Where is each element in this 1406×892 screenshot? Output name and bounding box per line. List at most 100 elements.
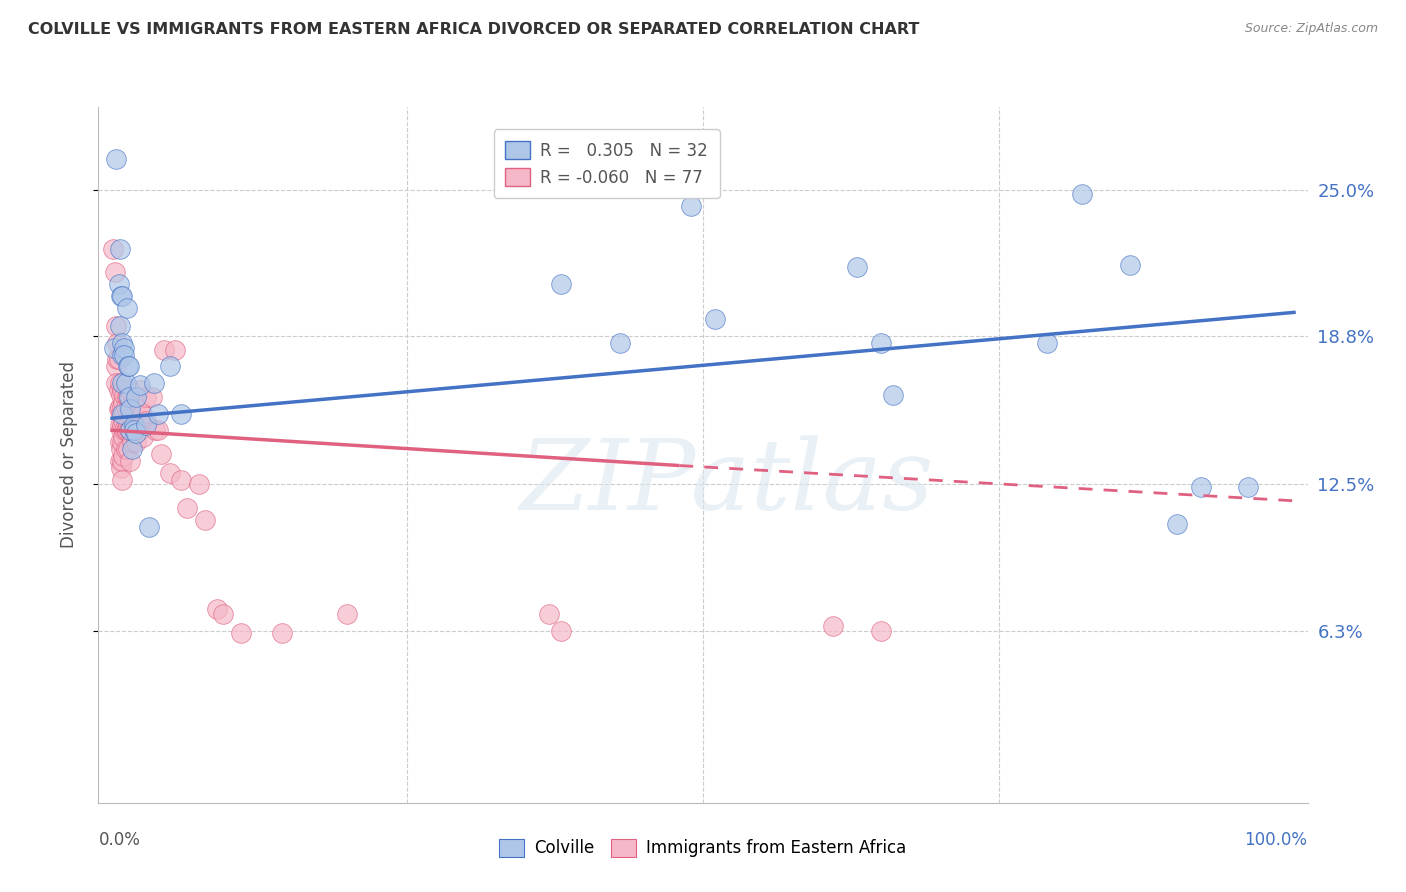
Point [823, 619, 845, 633]
Point [114, 388, 136, 402]
Point [143, 376, 166, 390]
Point [111, 418, 134, 433]
Point [271, 626, 294, 640]
Point [146, 407, 169, 421]
Point [609, 335, 631, 350]
Point [176, 500, 198, 515]
Point [107, 352, 129, 367]
Point [108, 242, 131, 256]
Point [703, 312, 725, 326]
Point [129, 378, 152, 392]
Text: 100.0%: 100.0% [1244, 830, 1308, 848]
Point [105, 335, 128, 350]
Y-axis label: Divorced or Separated: Divorced or Separated [59, 361, 77, 549]
Point [1119, 258, 1142, 272]
Point [125, 425, 148, 440]
Point [112, 449, 135, 463]
Point [117, 418, 139, 433]
Point [111, 289, 134, 303]
Point [122, 401, 145, 416]
Point [1166, 517, 1188, 532]
Point [1189, 480, 1212, 494]
Point [111, 348, 134, 362]
Point [105, 352, 128, 367]
Point [115, 301, 138, 315]
Point [143, 423, 166, 437]
Point [108, 319, 131, 334]
Point [135, 418, 157, 433]
Point [1036, 335, 1059, 350]
Point [869, 335, 891, 350]
Point [550, 624, 572, 638]
Point [107, 401, 129, 416]
Point [1237, 480, 1260, 494]
Point [205, 602, 228, 616]
Point [118, 423, 141, 437]
Point [121, 414, 143, 428]
Point [107, 383, 129, 397]
Point [105, 319, 128, 334]
Text: Source: ZipAtlas.com: Source: ZipAtlas.com [1244, 22, 1378, 36]
Point [112, 395, 135, 409]
Point [114, 376, 136, 390]
Point [194, 513, 217, 527]
Point [135, 390, 157, 404]
Point [114, 348, 136, 362]
Point [882, 388, 904, 402]
Point [111, 376, 134, 390]
Point [135, 414, 157, 428]
Point [120, 423, 142, 437]
Point [110, 407, 132, 421]
Point [115, 390, 138, 404]
Point [101, 242, 124, 256]
Point [110, 461, 132, 475]
Point [537, 607, 560, 621]
Point [112, 414, 135, 428]
Point [229, 626, 252, 640]
Point [125, 434, 148, 449]
Point [111, 400, 134, 414]
Point [212, 607, 235, 621]
Legend: Colville, Immigrants from Eastern Africa: Colville, Immigrants from Eastern Africa [492, 832, 914, 864]
Point [159, 359, 181, 374]
Point [112, 430, 135, 444]
Point [105, 152, 128, 166]
Point [118, 400, 141, 414]
Point [114, 341, 136, 355]
Point [846, 260, 869, 275]
Point [110, 289, 132, 303]
Point [122, 423, 145, 437]
Point [152, 343, 174, 357]
Point [111, 473, 134, 487]
Point [108, 454, 131, 468]
Text: 0.0%: 0.0% [98, 830, 141, 848]
Point [124, 423, 146, 437]
Point [122, 423, 145, 437]
Point [1071, 187, 1094, 202]
Point [117, 442, 139, 456]
Point [111, 454, 134, 468]
Point [131, 407, 153, 421]
Point [120, 401, 142, 416]
Point [170, 407, 193, 421]
Point [150, 447, 173, 461]
Point [121, 442, 143, 456]
Point [188, 477, 211, 491]
Point [121, 434, 143, 449]
Point [105, 359, 128, 374]
Point [132, 430, 155, 444]
Point [111, 335, 134, 350]
Point [118, 359, 141, 374]
Point [120, 383, 142, 397]
Text: COLVILLE VS IMMIGRANTS FROM EASTERN AFRICA DIVORCED OR SEPARATED CORRELATION CHA: COLVILLE VS IMMIGRANTS FROM EASTERN AFRI… [28, 22, 920, 37]
Point [110, 388, 132, 402]
Point [118, 390, 141, 404]
Text: ZIPatlas: ZIPatlas [520, 435, 935, 531]
Point [159, 466, 181, 480]
Point [110, 442, 132, 456]
Point [114, 442, 136, 456]
Point [550, 277, 572, 291]
Point [111, 434, 134, 449]
Point [125, 390, 148, 404]
Point [120, 454, 142, 468]
